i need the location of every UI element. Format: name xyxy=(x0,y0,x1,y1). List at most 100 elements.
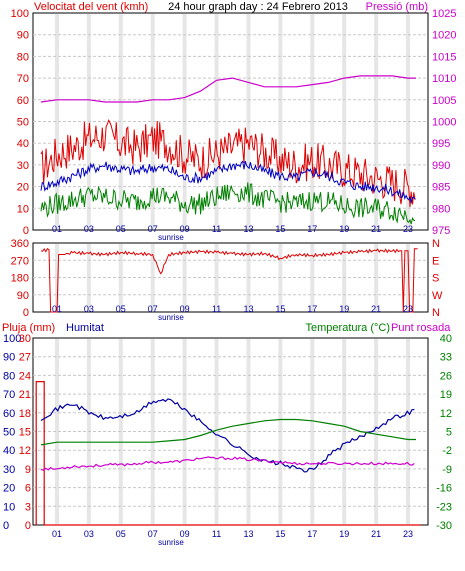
temperature-series xyxy=(40,418,416,446)
temperature-y-tick-label: -9 xyxy=(442,464,452,476)
wind-y-tick-label: 90 xyxy=(17,30,29,42)
wind-y-tick-label: 10 xyxy=(17,203,29,215)
humidity-y-tick-label: 20 xyxy=(3,483,15,495)
series-layer xyxy=(35,75,421,526)
temperature-y-tick-label: 5 xyxy=(446,427,452,439)
direction-x-tick-label: 05 xyxy=(116,304,126,314)
wind-x-tick-label: 07 xyxy=(148,224,158,234)
pressure-series xyxy=(40,75,416,103)
wind-x-tick-label: 03 xyxy=(84,224,94,234)
pressure-y-tick-label: 1020 xyxy=(432,30,456,42)
rain-y-tick-label: 12 xyxy=(19,445,31,457)
direction-x-tick-label: 01 xyxy=(52,304,62,314)
compass-y-tick-label: N xyxy=(432,238,440,250)
bottom-x-tick-label: 21 xyxy=(371,529,381,539)
pressure-y-tick-label: 1010 xyxy=(432,73,456,85)
direction-x-tick-label: 03 xyxy=(84,304,94,314)
temperature-y-tick-label: -30 xyxy=(436,520,452,532)
sunrise-label-wind: sunrise xyxy=(158,233,184,242)
wind-x-tick-label: 17 xyxy=(307,224,317,234)
bottom-x-tick-label: 13 xyxy=(243,529,253,539)
compass-y-tick-label: W xyxy=(432,290,443,302)
direction-x-tick-label: 23 xyxy=(403,304,413,314)
humidity-y-tick-label: 40 xyxy=(3,445,15,457)
wind-y-tick-label: 30 xyxy=(17,160,29,172)
wind-x-tick-label: 13 xyxy=(243,224,253,234)
wind-direction-series xyxy=(40,247,418,313)
pressure-axis-title: Pressió (mb) xyxy=(366,1,428,13)
direction-y-tick-label: 180 xyxy=(11,273,29,285)
bottom-x-tick-label: 11 xyxy=(212,529,221,539)
wind-gust-series xyxy=(40,119,416,208)
bottom-x-tick-label: 15 xyxy=(275,529,285,539)
rain-y-tick-label: 27 xyxy=(19,352,31,364)
wind-y-tick-label: 70 xyxy=(17,73,29,85)
direction-x-tick-label: 15 xyxy=(275,304,285,314)
wind-x-tick-label: 23 xyxy=(403,224,413,234)
temperature-y-tick-label: -23 xyxy=(436,501,452,513)
wind-y-tick-label: 50 xyxy=(17,117,29,129)
bottom-x-tick-label: 19 xyxy=(339,529,349,539)
temperature-y-tick-label: -2 xyxy=(442,445,452,457)
pressure-y-tick-label: 985 xyxy=(432,182,450,194)
pressure-y-tick-label: 1000 xyxy=(432,117,456,129)
compass-y-tick-label: E xyxy=(432,255,439,267)
pressure-y-tick-label: 995 xyxy=(432,138,450,150)
direction-y-tick-label: 0 xyxy=(23,307,29,319)
bottom-x-tick-label: 23 xyxy=(403,529,413,539)
pressure-y-tick-label: 1005 xyxy=(432,95,456,107)
wind-y-tick-label: 60 xyxy=(17,95,29,107)
wind-avg-series xyxy=(40,160,416,205)
humidity-y-tick-label: 80 xyxy=(3,370,15,382)
wind-low-series xyxy=(40,182,416,225)
direction-x-tick-label: 17 xyxy=(307,304,317,314)
wind-y-tick-label: 0 xyxy=(23,225,29,237)
dewpoint-axis-title: Punt rosada xyxy=(391,322,451,334)
humidity-y-tick-label: 60 xyxy=(3,408,15,420)
wind-y-tick-label: 100 xyxy=(11,8,29,20)
pressure-y-tick-label: 980 xyxy=(432,203,450,215)
wind-x-tick-label: 21 xyxy=(371,224,381,234)
direction-x-tick-label: 13 xyxy=(243,304,253,314)
rain-y-tick-label: 9 xyxy=(25,464,31,476)
bottom-x-tick-label: 01 xyxy=(52,529,62,539)
direction-x-tick-label: 11 xyxy=(212,304,221,314)
humidity-y-tick-label: 70 xyxy=(3,389,15,401)
direction-x-tick-label: 19 xyxy=(339,304,349,314)
wind-x-tick-label: 05 xyxy=(116,224,126,234)
grid-lines xyxy=(33,34,428,507)
sunrise-label-direction: sunrise xyxy=(158,313,184,322)
humidity-y-tick-label: 50 xyxy=(3,427,15,439)
humidity-y-tick-label: 10 xyxy=(3,501,15,513)
compass-y-tick-label: N xyxy=(432,307,440,319)
rain-axis-title: Pluja (mm) xyxy=(2,322,55,334)
humidity-axis-title: Humitat xyxy=(66,322,104,334)
graph-title: 24 hour graph day : 24 Febrero 2013 xyxy=(168,1,348,13)
pressure-y-tick-label: 1025 xyxy=(432,8,456,20)
wind-x-tick-label: 09 xyxy=(180,224,190,234)
pressure-y-tick-label: 1015 xyxy=(432,51,456,63)
wind-x-tick-label: 11 xyxy=(212,224,221,234)
wind-x-tick-label: 15 xyxy=(275,224,285,234)
sunrise-label-bottom: sunrise xyxy=(158,538,184,547)
bottom-x-tick-label: 05 xyxy=(116,529,126,539)
wind-y-tick-label: 80 xyxy=(17,51,29,63)
temperature-axis-title: Temperatura (°C) xyxy=(306,322,390,334)
direction-x-tick-label: 09 xyxy=(180,304,190,314)
direction-x-tick-label: 21 xyxy=(371,304,381,314)
humidity-y-tick-label: 90 xyxy=(3,352,15,364)
direction-y-tick-label: 90 xyxy=(17,290,29,302)
rain-y-tick-label: 24 xyxy=(19,370,31,382)
rain-y-tick-label: 0 xyxy=(25,520,31,532)
humidity-y-tick-label: 30 xyxy=(3,464,15,476)
temperature-y-tick-label: -16 xyxy=(436,483,452,495)
temperature-y-tick-label: 40 xyxy=(440,333,452,345)
humidity-series xyxy=(40,398,415,473)
rain-y-tick-label: 18 xyxy=(19,408,31,420)
temperature-y-tick-label: 19 xyxy=(440,389,452,401)
rain-y-tick-label: 3 xyxy=(25,501,31,513)
bottom-x-tick-label: 17 xyxy=(307,529,317,539)
dewpoint-series xyxy=(40,456,415,471)
